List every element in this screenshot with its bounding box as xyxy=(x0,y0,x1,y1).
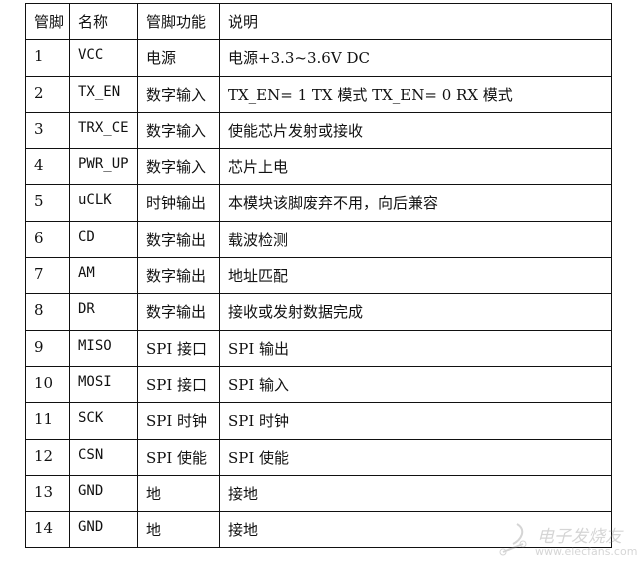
table-row: 10 MOSI SPI 接口 SPI 输入 xyxy=(25,365,612,404)
watermark: 电子发烧友 www.elecfans.com xyxy=(497,520,637,565)
table-row: 7 AM 数字输出 地址匹配 xyxy=(25,257,612,295)
pin-number-cell: 12 xyxy=(25,438,70,476)
function-cell: SPI 使能 xyxy=(137,438,220,476)
description-cell: 载波检测 xyxy=(219,220,612,259)
description-cell: SPI 使能 xyxy=(219,438,612,476)
description-cell: 本模块该脚废弃不用，向后兼容 xyxy=(219,184,612,222)
function-cell: 数字输出 xyxy=(137,257,220,295)
watermark-name: 电子发烧友 xyxy=(537,527,622,547)
function-cell: 数字输入 xyxy=(137,75,220,113)
pin-number-cell: 6 xyxy=(25,220,70,259)
header-cell: 管脚 xyxy=(25,2,70,41)
table-row: 6 CD 数字输出 载波检测 xyxy=(25,220,612,259)
pin-number-cell: 8 xyxy=(25,293,70,331)
pin-number-cell: 1 xyxy=(25,39,70,77)
description-cell: SPI 输入 xyxy=(219,365,612,404)
function-cell: 数字输出 xyxy=(137,293,220,331)
header-cell: 名称 xyxy=(69,2,138,41)
pin-number-cell: 13 xyxy=(25,474,70,513)
table-row: 9 MISO SPI 接口 SPI 输出 xyxy=(25,329,612,367)
function-cell: SPI 接口 xyxy=(137,365,220,404)
table-row: 3 TRX_CE 数字输入 使能芯片发射或接收 xyxy=(25,111,612,150)
pin-number-cell: 3 xyxy=(25,111,70,150)
table-row: 1 VCC 电源 电源+3.3~3.6V DC xyxy=(25,39,612,77)
table-row: 4 PWR_UP 数字输入 芯片上电 xyxy=(25,148,612,186)
description-cell: SPI 时钟 xyxy=(219,402,612,440)
pin-number-cell: 11 xyxy=(25,402,70,440)
name-cell: DR xyxy=(69,293,138,331)
function-cell: 数字输入 xyxy=(137,148,220,186)
pin-number-cell: 14 xyxy=(25,511,70,549)
function-cell: 电源 xyxy=(137,39,220,77)
name-cell: GND xyxy=(69,474,138,513)
table-row: 5 uCLK 时钟输出 本模块该脚废弃不用，向后兼容 xyxy=(25,184,612,222)
name-cell: AM xyxy=(69,257,138,295)
pin-number-cell: 10 xyxy=(25,365,70,404)
pin-table: 管脚 名称 管脚功能 说明 1 VCC 电源 电源+3.3~3.6V DC 2 TX_EN… xyxy=(25,2,612,549)
name-cell: VCC xyxy=(69,39,138,77)
elecfans-logo-icon xyxy=(499,523,527,556)
name-cell: CD xyxy=(69,220,138,259)
description-cell: 芯片上电 xyxy=(219,148,612,186)
pin-number-cell: 4 xyxy=(25,148,70,186)
name-cell: PWR_UP xyxy=(69,148,138,186)
name-cell: uCLK xyxy=(69,184,138,222)
function-cell: 数字输出 xyxy=(137,220,220,259)
function-cell: 地 xyxy=(137,474,220,513)
description-cell: SPI 输出 xyxy=(219,329,612,367)
function-cell: SPI 时钟 xyxy=(137,402,220,440)
name-cell: GND xyxy=(69,511,138,549)
pin-number-cell: 5 xyxy=(25,184,70,222)
header-cell: 说明 xyxy=(219,2,612,41)
function-cell: SPI 接口 xyxy=(137,329,220,367)
table-row: 8 DR 数字输出 接收或发射数据完成 xyxy=(25,293,612,331)
table-row: 14 GND 地接地 xyxy=(25,511,612,549)
name-cell: MISO xyxy=(69,329,138,367)
pin-number-cell: 2 xyxy=(25,75,70,113)
table-row: 11 SCK SPI 时钟 SPI 时钟 xyxy=(25,402,612,440)
description-cell: TX_EN= 1 TX 模式 TX_EN= 0 RX 模式 xyxy=(219,75,612,113)
pin-number-cell: 9 xyxy=(25,329,70,367)
name-cell: SCK xyxy=(69,402,138,440)
table-row: 2 TX_EN 数字输入 TX_EN= 1 TX 模式 TX_EN= 0 RX 模式 xyxy=(25,75,612,113)
description-cell: 接收或发射数据完成 xyxy=(219,293,612,331)
name-cell: TX_EN xyxy=(69,75,138,113)
header-row: 管脚 名称 管脚功能 说明 xyxy=(25,2,612,41)
name-cell: CSN xyxy=(69,438,138,476)
table-row: 13 GND 地接地 xyxy=(25,474,612,513)
description-cell: 电源+3.3~3.6V DC xyxy=(219,39,612,77)
description-cell: 地址匹配 xyxy=(219,257,612,295)
description-cell: 接地 xyxy=(219,511,612,549)
name-cell: TRX_CE xyxy=(69,111,138,150)
pin-number-cell: 7 xyxy=(25,257,70,295)
description-cell: 接地 xyxy=(219,474,612,513)
function-cell: 数字输入 xyxy=(137,111,220,150)
function-cell: 时钟输出 xyxy=(137,184,220,222)
table-row: 12 CSN SPI 使能 SPI 使能 xyxy=(25,438,612,476)
function-cell: 地 xyxy=(137,511,220,549)
header-cell: 管脚功能 xyxy=(137,2,220,41)
name-cell: MOSI xyxy=(69,365,138,404)
description-cell: 使能芯片发射或接收 xyxy=(219,111,612,150)
watermark-url: www.elecfans.com xyxy=(535,545,638,558)
